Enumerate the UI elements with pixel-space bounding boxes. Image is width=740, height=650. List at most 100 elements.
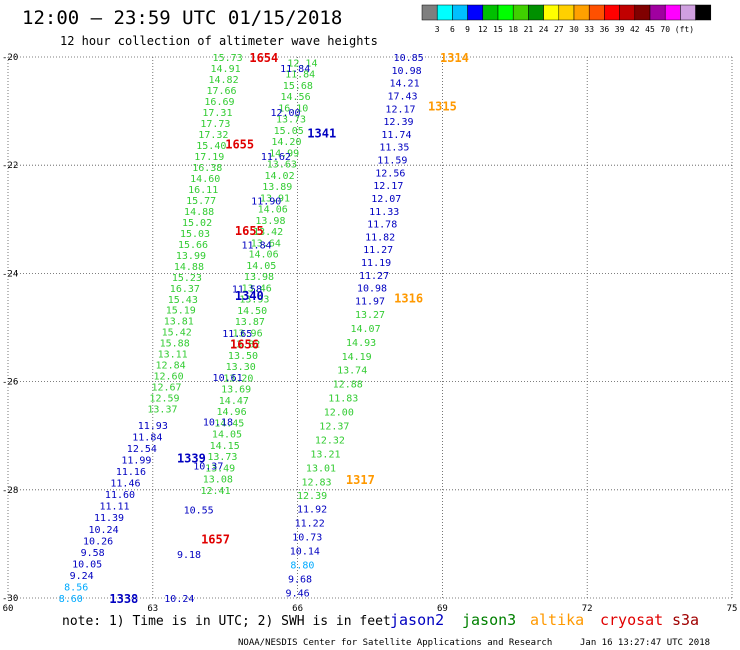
x-tick-label: 69 (437, 604, 448, 614)
pass-number-label: 1340 (235, 289, 264, 303)
colorbar-label: 6 (450, 25, 455, 34)
colorbar-swatch (573, 4, 590, 21)
y-tick-label: -28 (2, 486, 18, 496)
wave-height-value: 12.17 (373, 181, 403, 192)
wave-height-value: 11.74 (381, 130, 411, 141)
credit-line: NOAA/NESDIS Center for Satellite Applica… (238, 638, 552, 648)
wave-height-value: 13.46 (242, 283, 272, 294)
wave-height-value: 14.07 (350, 324, 380, 335)
wave-height-value: 15.68 (283, 81, 313, 92)
colorbar-label: 3 (435, 25, 440, 34)
wave-height-value: 12.59 (149, 394, 179, 405)
colorbar-swatch (695, 4, 712, 21)
colorbar-swatch (619, 4, 636, 21)
wave-height-value: 14.21 (389, 79, 419, 90)
pass-number-label: 1338 (109, 592, 138, 606)
wave-height-value: 16.37 (170, 284, 200, 295)
wave-height-value: 15.43 (168, 295, 198, 306)
colorbar-swatch (664, 4, 681, 21)
x-tick-label: 60 (3, 604, 14, 614)
wave-height-value: 12.17 (385, 104, 415, 115)
wave-height-value: 15.88 (160, 339, 190, 350)
wave-height-value: 11.84 (132, 432, 162, 443)
colorbar-label: 9 (465, 25, 470, 34)
colorbar-swatch (543, 4, 560, 21)
colorbar-label: 18 (508, 25, 518, 34)
satellite-legend-jason2: jason2 (390, 611, 444, 629)
wave-height-value: 12.60 (154, 372, 184, 383)
wave-height-value: 13.42 (253, 227, 283, 238)
colorbar-label: 45 (645, 25, 655, 34)
wave-height-value: 13.89 (262, 182, 292, 193)
wave-height-value: 12.41 (200, 486, 230, 497)
wave-height-value: 14.20 (271, 137, 301, 148)
wave-height-value: 11.46 (110, 479, 140, 490)
satellite-legend-s3a: s3a (672, 611, 699, 629)
wave-height-value: 13.64 (251, 238, 281, 249)
wave-height-value: 14.96 (216, 407, 246, 418)
wave-height-value: 15.42 (162, 328, 192, 339)
wave-height-value: 14.06 (249, 250, 279, 261)
wave-height-value: 12.83 (301, 477, 331, 488)
colorbar-label: 27 (554, 25, 564, 34)
wave-height-value: 12.39 (297, 491, 327, 502)
wave-height-value: 10.61 (213, 373, 243, 384)
wave-height-value: 17.32 (198, 130, 228, 141)
wave-height-value: 13.21 (310, 449, 340, 460)
colorbar-label: 21 (524, 25, 534, 34)
wave-height-value: 10.98 (357, 284, 387, 295)
colorbar-swatch (497, 4, 514, 21)
pass-number-label: 1317 (346, 473, 375, 487)
wave-height-value: 15.02 (182, 218, 212, 229)
wave-height-value: 10.26 (83, 536, 113, 547)
wave-height-value: 11.60 (105, 490, 135, 501)
x-tick-label: 75 (727, 604, 738, 614)
wave-height-value: 12.07 (371, 194, 401, 205)
pass-number-label: 1315 (428, 100, 457, 114)
wave-height-value: 14.05 (246, 261, 276, 272)
wave-height-value: 16.11 (188, 185, 218, 196)
wave-height-value: 15.05 (274, 126, 304, 137)
wave-height-value: 13.08 (203, 475, 233, 486)
wave-height-value: 15.77 (186, 196, 216, 207)
wave-height-value: 14.60 (190, 174, 220, 185)
wave-height-value: 11.39 (94, 513, 124, 524)
wave-height-value: 17.43 (387, 91, 417, 102)
wave-height-value: 12.00 (270, 108, 300, 119)
x-tick-label: 63 (147, 604, 158, 614)
colorbar-swatch (452, 4, 468, 21)
colorbar-label: 15 (493, 25, 503, 34)
wave-height-value: 11.59 (377, 156, 407, 167)
wave-height-value: 14.56 (281, 92, 311, 103)
wave-height-value: 13.98 (255, 216, 285, 227)
satellite-legend: jason2 jason3 altika cryosat s3a (390, 611, 699, 629)
wave-height-value: 13.63 (267, 160, 297, 171)
wave-height-value: 12.32 (315, 435, 345, 446)
wave-height-value: 8.56 (64, 582, 88, 593)
wave-height-value: 12.67 (151, 383, 181, 394)
wave-height-value: 14.50 (237, 306, 267, 317)
wave-height-value: 13.30 (226, 362, 256, 373)
wave-height-value: 10.24 (89, 525, 119, 536)
colorbar-swatch (588, 4, 605, 21)
wave-height-value: 16.10 (278, 103, 308, 114)
wave-height-value: 15.03 (180, 229, 210, 240)
wave-height-value: 15.19 (166, 306, 196, 317)
wave-height-value: 8.80 (290, 561, 314, 572)
pass-number-label: 1654 (249, 51, 278, 65)
colorbar-label: (ft) (675, 25, 694, 34)
wave-height-value: 12.00 (324, 408, 354, 419)
wave-height-value: 13.01 (306, 463, 336, 474)
wave-height-value: 10.14 (290, 547, 320, 558)
satellite-legend-cryosat: cryosat (600, 611, 663, 629)
wave-height-value: 10.98 (392, 66, 422, 77)
wave-height-value: 11.90 (251, 196, 281, 207)
wave-height-value: 11.16 (116, 467, 146, 478)
colorbar-label: 30 (569, 25, 579, 34)
x-tick-label: 72 (582, 604, 593, 614)
wave-height-value: 15.66 (178, 240, 208, 251)
colorbar-label: 33 (584, 25, 594, 34)
wave-height-value: 11.92 (297, 505, 327, 516)
wave-height-value: 11.84 (285, 70, 315, 81)
